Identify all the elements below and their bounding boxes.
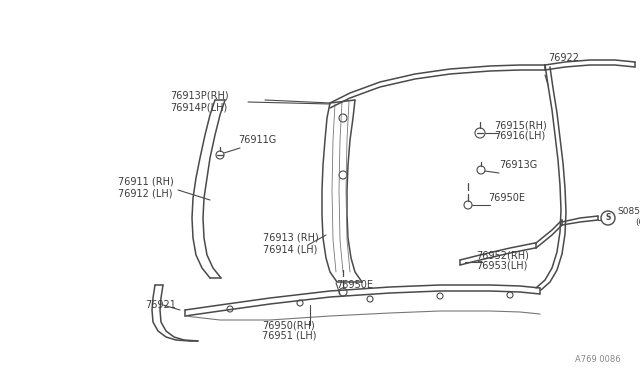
Text: 76914 (LH): 76914 (LH) (263, 244, 317, 254)
Text: 76921: 76921 (145, 300, 176, 310)
Text: 76922: 76922 (548, 53, 579, 63)
Text: 76914P(LH): 76914P(LH) (170, 103, 227, 113)
Text: 76911G: 76911G (238, 135, 276, 145)
Text: (6): (6) (635, 218, 640, 228)
Text: 76952(RH): 76952(RH) (476, 250, 529, 260)
Text: 76915(RH): 76915(RH) (494, 120, 547, 130)
Text: 76950E: 76950E (336, 280, 373, 290)
Text: 76912 (LH): 76912 (LH) (118, 188, 173, 198)
Text: 76913P(RH): 76913P(RH) (170, 91, 228, 101)
Text: 76953(LH): 76953(LH) (476, 261, 527, 271)
Text: S: S (605, 214, 611, 222)
Text: 76913 (RH): 76913 (RH) (263, 233, 319, 243)
Text: 76913G: 76913G (499, 160, 537, 170)
Text: 76950(RH): 76950(RH) (262, 320, 315, 330)
Text: 76951 (LH): 76951 (LH) (262, 331, 317, 341)
Text: 76916(LH): 76916(LH) (494, 131, 545, 141)
Text: A769 0086: A769 0086 (575, 356, 621, 365)
Text: S08540-51612: S08540-51612 (617, 208, 640, 217)
Text: 76950E: 76950E (488, 193, 525, 203)
Text: 76911 (RH): 76911 (RH) (118, 177, 173, 187)
